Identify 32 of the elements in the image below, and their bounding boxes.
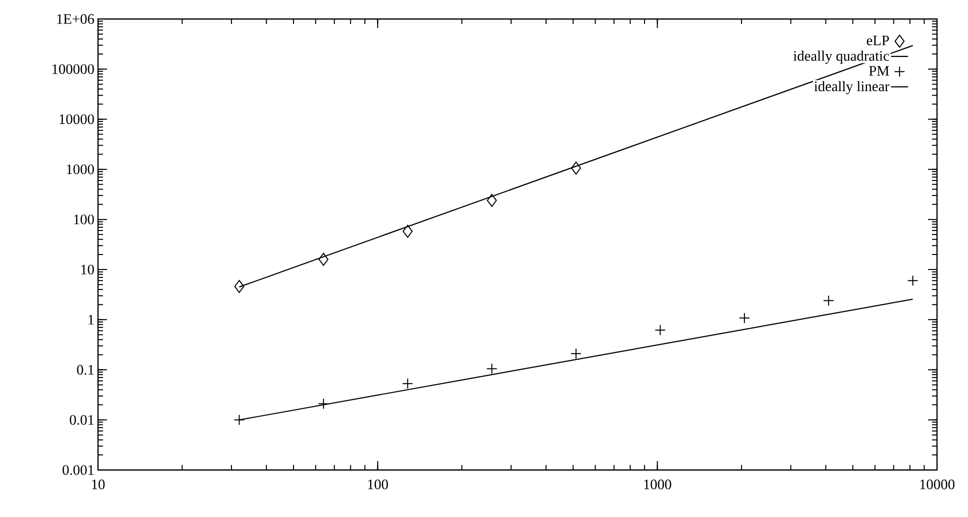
y-tick-label: 10000 bbox=[60, 114, 94, 124]
point bbox=[570, 348, 582, 360]
point bbox=[571, 162, 582, 175]
x-tick-label: 1000 bbox=[644, 480, 672, 490]
point bbox=[234, 280, 244, 293]
y-tick-label: 0.1 bbox=[77, 364, 94, 375]
y-tick-label: 0.01 bbox=[70, 414, 94, 425]
point bbox=[654, 324, 666, 336]
x-tick-label: 10000 bbox=[920, 480, 954, 490]
y-tick-label: 1000 bbox=[66, 164, 94, 174]
x-tick-label: 10 bbox=[92, 480, 105, 490]
y-tick-label: 1E+06 bbox=[57, 14, 94, 24]
point bbox=[402, 378, 414, 390]
point bbox=[318, 252, 328, 266]
legend-label: ideally linear bbox=[814, 81, 890, 94]
legend-label: eLP bbox=[866, 36, 889, 46]
x-tick-label: 100 bbox=[368, 480, 388, 490]
y-tick-label: 10 bbox=[81, 264, 94, 274]
point bbox=[738, 312, 750, 324]
point bbox=[402, 224, 413, 238]
point bbox=[318, 398, 329, 410]
y-tick-label: 1 bbox=[88, 314, 94, 324]
y-tick-label: 100 bbox=[74, 214, 94, 224]
point bbox=[907, 275, 918, 286]
legend-label: PM bbox=[869, 66, 890, 76]
legend-label: ideally quadratic bbox=[793, 50, 890, 64]
point bbox=[234, 414, 245, 426]
point bbox=[486, 194, 497, 207]
point bbox=[486, 363, 498, 374]
point bbox=[823, 295, 834, 306]
y-tick-label: 0.001 bbox=[62, 465, 94, 475]
y-tick-label: 100000 bbox=[52, 64, 94, 74]
